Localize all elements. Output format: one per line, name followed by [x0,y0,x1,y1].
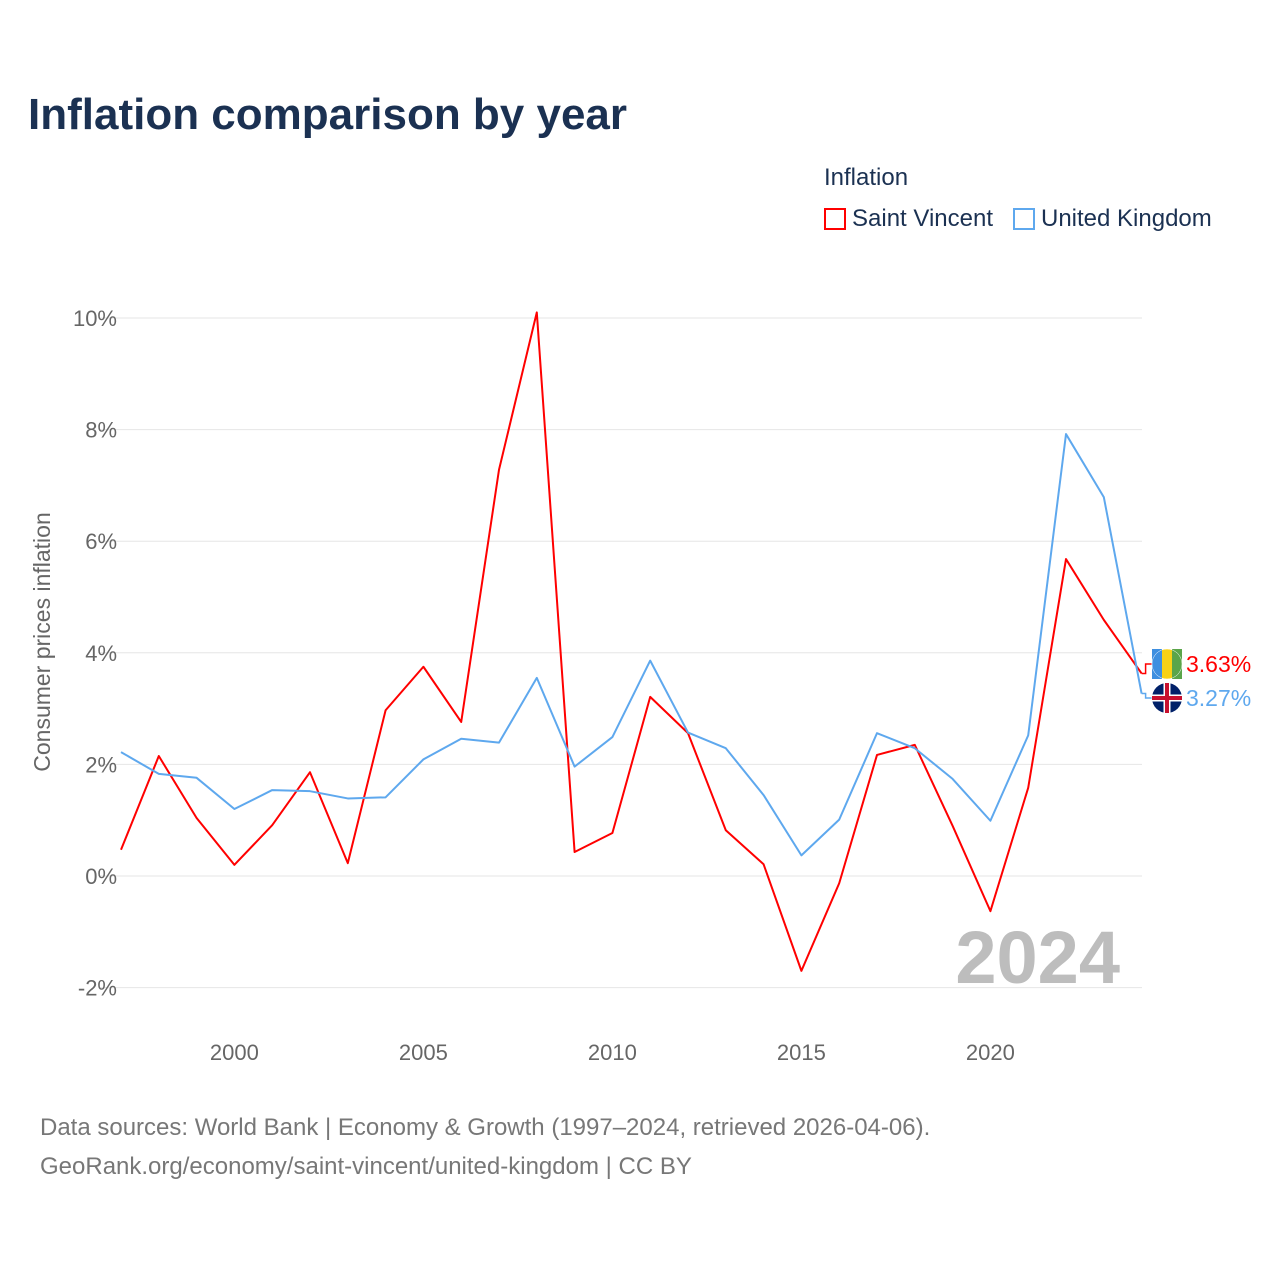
end-connector [1141,663,1152,675]
x-tick-label: 2020 [966,1040,1015,1065]
x-tick-label: 2010 [588,1040,637,1065]
legend-swatch [824,208,846,230]
chart-title: Inflation comparison by year [28,90,628,139]
end-connector [1141,692,1152,699]
x-tick-label: 2015 [777,1040,826,1065]
y-tick-label: 2% [85,752,117,777]
y-tick-label: 6% [85,529,117,554]
end-value-label: 3.63% [1186,651,1251,677]
y-tick-label: -2% [78,976,117,1001]
year-watermark: 2024 [955,916,1120,999]
legend-label: United Kingdom [1041,205,1212,232]
source-line-2[interactable]: GeoRank.org/economy/saint-vincent/united… [40,1153,692,1180]
series-line-0 [120,311,1143,972]
flag-band [1172,649,1182,679]
x-tick-label: 2005 [399,1040,448,1065]
y-tick-label: 4% [85,641,117,666]
flag-band [1152,649,1162,679]
legend-item-united-kingdom[interactable]: United Kingdom [1013,205,1212,233]
legend-swatch [1013,208,1035,230]
legend-label: Saint Vincent [852,205,993,232]
source-line-1: Data sources: World Bank | Economy & Gro… [40,1114,931,1141]
x-tick-label: 2000 [210,1040,259,1065]
series-line-1 [120,433,1143,857]
legend-title: Inflation [824,164,909,191]
end-value-label: 3.27% [1186,685,1251,711]
y-tick-label: 10% [73,306,117,331]
source-note: Data sources: World Bank | Economy & Gro… [40,1108,930,1186]
legend: Saint Vincent United Kingdom [824,205,1212,233]
flag-outline [1151,648,1183,680]
y-axis-label: Consumer prices inflation [29,512,55,772]
y-tick-label: 8% [85,418,117,443]
y-tick-label: 0% [85,864,117,889]
legend-item-saint-vincent[interactable]: Saint Vincent [824,205,993,233]
